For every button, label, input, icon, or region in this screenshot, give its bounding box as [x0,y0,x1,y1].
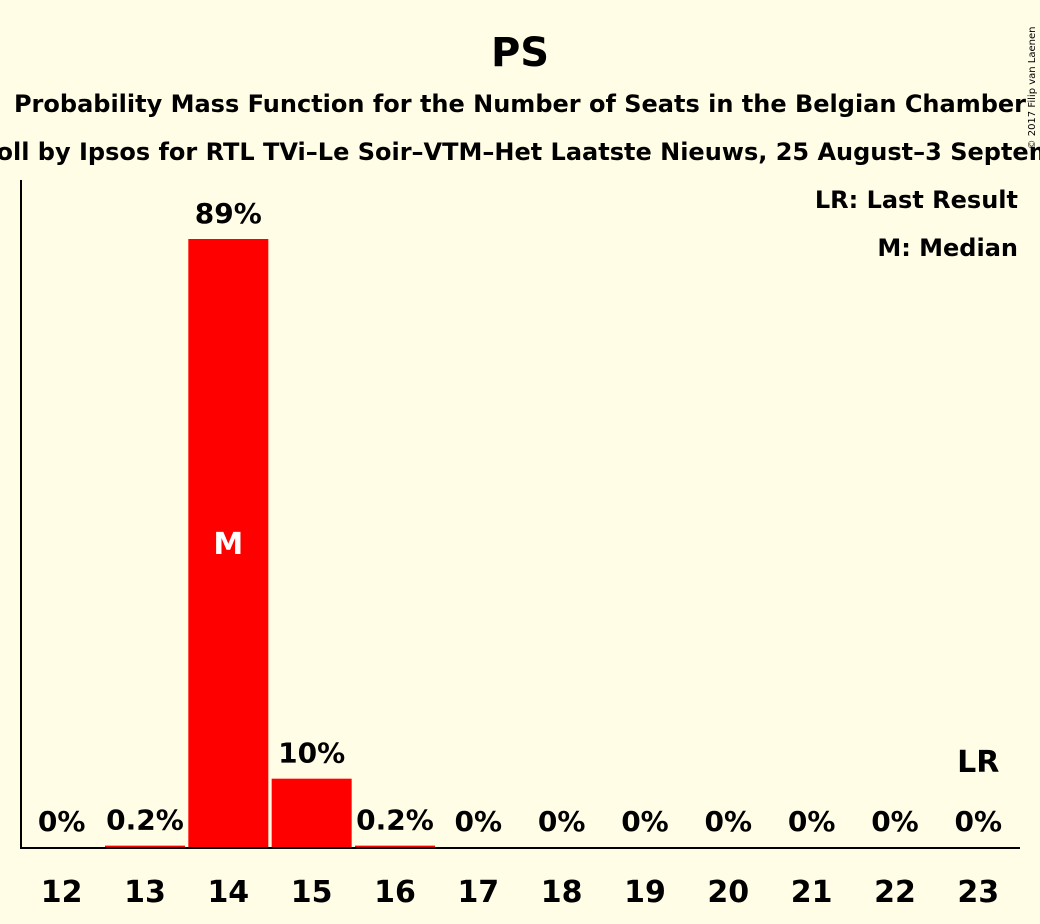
x-tick-label-21: 21 [791,875,833,910]
x-tick-label-17: 17 [457,875,499,910]
bar-14 [188,239,269,847]
legend-median: M: Median [877,234,1018,262]
bar-value-label-13: 0.2% [106,804,184,837]
bar-value-label-20: 0% [705,805,753,838]
last-result-marker: LR [957,745,999,780]
bar-value-label-16: 0.2% [356,804,434,837]
chart-title: PS [491,30,549,76]
bar-value-label-14: 89% [195,197,262,230]
legend-last-result: LR: Last Result [815,186,1018,214]
median-marker: M [213,527,243,562]
x-tick-label-16: 16 [374,875,416,910]
x-tick-label-15: 15 [291,875,333,910]
bar-value-label-21: 0% [788,805,836,838]
bar-value-label-19: 0% [621,805,669,838]
chart-source-line: Opinion Poll by Ipsos for RTL TVi–Le Soi… [0,138,1040,166]
x-tick-label-14: 14 [207,875,249,910]
x-tick-label-13: 13 [124,875,166,910]
bar-16 [354,845,435,847]
bar-value-label-12: 0% [38,805,86,838]
x-tick-label-23: 23 [957,875,999,910]
copyright-notice: © 2017 Filip van Laenen [1027,27,1038,150]
chart-subtitle: Probability Mass Function for the Number… [14,90,1026,118]
bar-value-label-15: 10% [278,737,345,770]
bar-value-label-23: 0% [955,805,1003,838]
x-tick-label-18: 18 [541,875,583,910]
bar-value-label-17: 0% [455,805,503,838]
bar-13 [104,845,185,847]
x-tick-label-20: 20 [707,875,749,910]
x-tick-label-19: 19 [624,875,666,910]
bars-group: 0% 12 0.2% 13 89% 14 M 10% 15 0.2% 16 0% 17 0% 18 0% 19 0… [38,197,1002,910]
x-tick-label-12: 12 [41,875,83,910]
x-tick-label-22: 22 [874,875,916,910]
bar-value-label-22: 0% [871,805,919,838]
bar-15 [271,778,352,847]
bar-value-label-18: 0% [538,805,586,838]
